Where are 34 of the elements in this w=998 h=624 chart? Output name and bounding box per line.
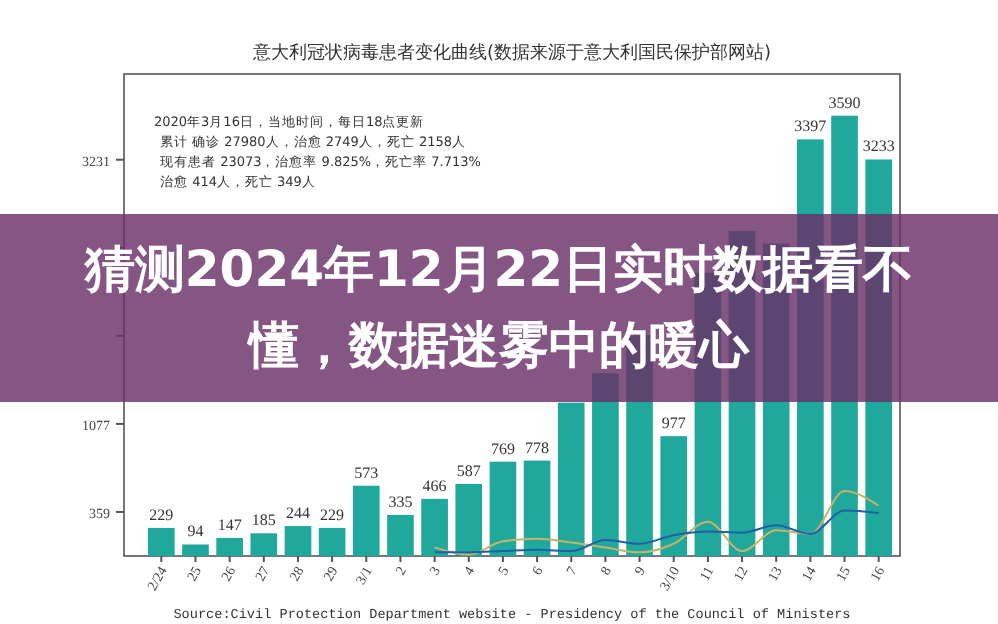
data-label: 3233 [862,137,895,156]
bar [455,484,483,556]
line-series [433,490,880,556]
bar [318,527,346,556]
chart-title: 意大利冠状病毒患者变化曲线(数据来源于意大利国民保护部网站) [250,42,772,64]
bar [182,544,209,556]
data-label: 244 [285,504,310,523]
data-label: 335 [388,492,413,511]
data-label: 185 [251,511,276,530]
bar [489,461,517,556]
bar [523,460,551,556]
bar [421,498,448,556]
data-label: 769 [490,439,515,458]
bar [148,527,175,556]
data-label: 229 [320,505,345,524]
bar [387,514,414,556]
data-label: 94 [187,522,204,541]
data-label: 466 [422,476,447,495]
data-label: 3397 [794,117,827,136]
data-label: 587 [456,462,481,481]
bar [660,436,688,556]
data-label: 977 [661,414,686,433]
bar [216,537,243,556]
annotation: 猜测2024年12月22日实时数据看不懂，数据迷雾中的暖心 [82,240,914,374]
data-label: 147 [217,515,242,534]
bar [557,402,585,556]
bar [284,526,312,556]
data-label: 229 [149,505,174,524]
data-label: 3590 [828,93,861,112]
data-label: 573 [354,463,379,482]
line-series [433,509,880,554]
bar [250,533,278,556]
bar [352,485,380,556]
data-label: 778 [525,438,550,457]
